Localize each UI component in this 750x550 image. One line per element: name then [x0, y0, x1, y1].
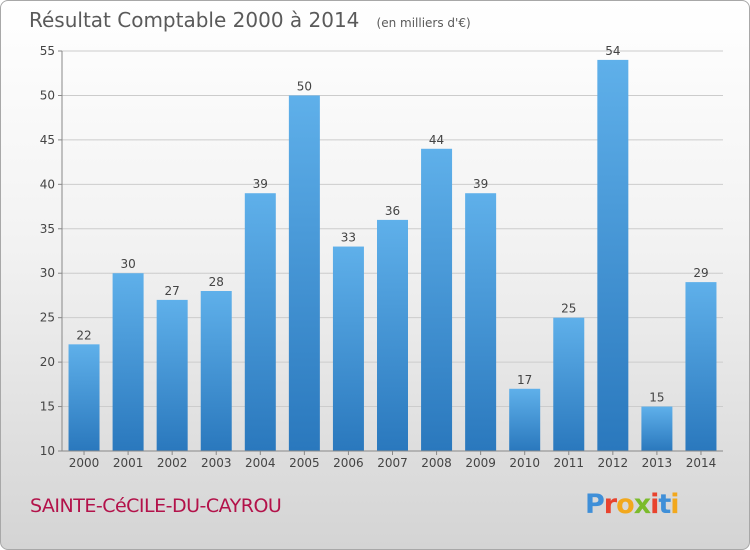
bar-2007: [377, 219, 408, 451]
bar-value-label-2010: 17: [517, 373, 532, 387]
bar-value-label-2012: 54: [605, 44, 620, 58]
logo-letter: i: [670, 489, 679, 520]
x-tick-label-2002: 2002: [157, 456, 188, 470]
x-tick-label-2009: 2009: [465, 456, 496, 470]
logo-letter: P: [585, 489, 605, 520]
bar-value-label-2014: 29: [693, 266, 708, 280]
y-tick-label-15: 15: [40, 400, 55, 414]
proxiti-logo: Proxiti: [585, 489, 680, 520]
bar-2006: [332, 246, 364, 451]
bar-2003: [200, 291, 232, 451]
bar-value-labels: 22 30 27 28 39 50 33 36 44 39 17 25 54 15 29: [76, 44, 708, 405]
chart-title-unit: (en milliers d'€): [377, 16, 471, 30]
x-axis-ticks: 2000 2001 2002 2003 2004 2005 2006 2007 2008 2009…: [69, 451, 716, 470]
bar-value-label-2011: 25: [561, 302, 576, 316]
x-tick-label-2006: 2006: [333, 456, 364, 470]
y-tick-label-30: 30: [40, 266, 55, 280]
bar-value-label-2003: 28: [209, 275, 224, 289]
bar-2001: [112, 273, 144, 451]
bar-value-label-2009: 39: [473, 177, 488, 191]
chart-title: Résultat Comptable 2000 à 2014 (en milli…: [29, 8, 471, 32]
y-tick-label-25: 25: [40, 311, 55, 325]
bar-value-label-2008: 44: [429, 133, 444, 147]
bar-2010: [509, 388, 541, 451]
bar-2014: [685, 282, 717, 451]
x-tick-label-2008: 2008: [421, 456, 452, 470]
bar-value-label-2002: 27: [165, 284, 180, 298]
bar-2008: [421, 148, 453, 451]
bar-value-label-2006: 33: [341, 231, 356, 245]
y-tick-label-55: 55: [40, 44, 55, 58]
logo-letter: r: [603, 489, 617, 520]
bar-2004: [244, 193, 276, 451]
bar-value-label-2004: 39: [253, 177, 268, 191]
bar-2011: [553, 317, 585, 451]
bar-2013: [641, 406, 673, 451]
bar-2012: [597, 59, 629, 452]
logo-letter: i: [650, 489, 659, 520]
x-tick-label-2005: 2005: [289, 456, 320, 470]
logo-letter: x: [633, 489, 651, 520]
x-tick-label-2011: 2011: [553, 456, 584, 470]
x-tick-label-2001: 2001: [113, 456, 144, 470]
y-axis-ticks: 10 15 20 25 30 35 40 45 50 55: [40, 44, 62, 458]
commune-name: SAINTE-CéCILE-DU-CAYROU: [30, 495, 282, 517]
bars: [68, 59, 717, 452]
bar-2009: [465, 193, 497, 451]
bar-value-label-2013: 15: [649, 391, 664, 405]
y-tick-label-20: 20: [40, 355, 55, 369]
x-tick-label-2000: 2000: [69, 456, 100, 470]
y-tick-label-35: 35: [40, 222, 55, 236]
x-tick-label-2003: 2003: [201, 456, 232, 470]
x-tick-label-2004: 2004: [245, 456, 276, 470]
logo-letter: o: [616, 489, 635, 520]
x-tick-label-2012: 2012: [598, 456, 629, 470]
bar-2005: [288, 95, 320, 451]
chart-title-main: Résultat Comptable 2000 à 2014: [29, 8, 359, 32]
bar-value-label-2005: 50: [297, 79, 312, 93]
bar-2000: [68, 344, 100, 451]
y-tick-label-10: 10: [40, 444, 55, 458]
y-tick-label-45: 45: [40, 133, 55, 147]
logo-letter: t: [658, 489, 671, 520]
x-tick-label-2013: 2013: [642, 456, 673, 470]
bar-value-label-2007: 36: [385, 204, 400, 218]
x-tick-label-2014: 2014: [686, 456, 717, 470]
bar-value-label-2000: 22: [76, 328, 91, 342]
x-tick-label-2010: 2010: [509, 456, 540, 470]
x-tick-label-2007: 2007: [377, 456, 408, 470]
y-tick-label-50: 50: [40, 88, 55, 102]
bar-value-label-2001: 30: [120, 257, 135, 271]
y-tick-label-40: 40: [40, 177, 55, 191]
bar-2002: [156, 299, 188, 451]
